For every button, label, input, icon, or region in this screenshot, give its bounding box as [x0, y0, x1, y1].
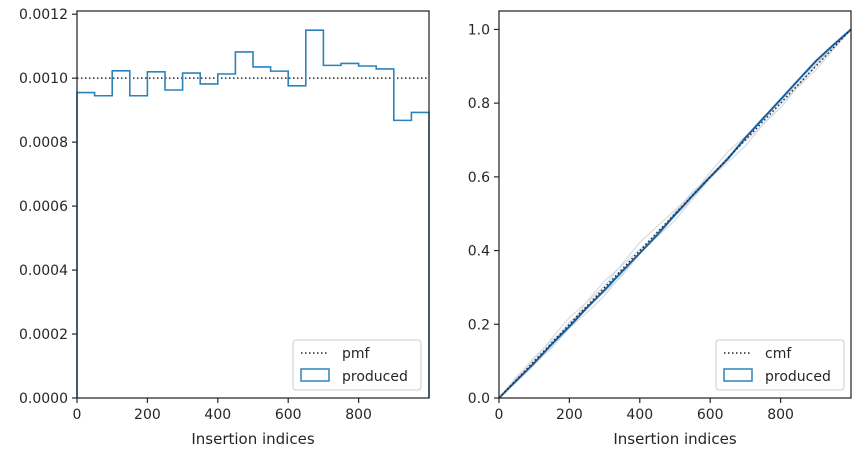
x-tick-label: 400 [204, 407, 231, 423]
x-tick-label: 0 [73, 407, 82, 423]
histogram-bin [253, 67, 271, 398]
legend-pmf-label: pmf [342, 346, 371, 362]
x-tick-label: 600 [275, 407, 302, 423]
x-tick-label: 200 [134, 407, 161, 423]
cdf-xlabel: Insertion indices [613, 430, 736, 448]
x-tick-label: 0 [495, 407, 504, 423]
y-tick-label: 0.0002 [19, 327, 68, 343]
histogram-plot-area [76, 29, 430, 398]
histogram-ticks: 0 200 400 600 800 0.0000 0.0002 0.0004 0.0006 0.0… [19, 7, 372, 423]
y-tick-label: 0.0004 [19, 263, 68, 279]
x-tick-label: 800 [345, 407, 372, 423]
y-tick-label: 0.0000 [19, 391, 68, 407]
histogram-bin [200, 84, 218, 398]
y-tick-label: 0.8 [468, 96, 490, 112]
sample-cdf-curve [498, 29, 852, 399]
histogram-bin [77, 93, 95, 398]
x-tick-label: 800 [767, 407, 794, 423]
cdf-legend: cmf produced [715, 339, 845, 391]
produced-cdf-core [498, 29, 852, 399]
histogram-bin [165, 90, 183, 398]
y-tick-label: 0.2 [468, 317, 490, 333]
histogram-bin [183, 73, 201, 398]
histogram-bin [95, 96, 113, 398]
histogram-bin [112, 71, 130, 398]
histogram-axes-frame [76, 10, 430, 399]
y-tick-label: 0.0008 [19, 135, 68, 151]
histogram-step-outline [76, 29, 430, 398]
y-tick-label: 1.0 [468, 22, 490, 38]
histogram-panel: 0 200 400 600 800 0.0000 0.0002 0.0004 0.0006 0.0… [19, 7, 430, 448]
legend-cmf-label: cmf [765, 346, 792, 362]
cdf-panel: 0 200 400 600 800 0.0 0.2 0.4 0.6 0.8 1.0 Insertio… [468, 10, 852, 448]
cdf-ticks: 0 200 400 600 800 0.0 0.2 0.4 0.6 0.8 1.0 [468, 22, 794, 423]
y-tick-label: 0.6 [468, 170, 490, 186]
legend-produced-swatch [300, 368, 330, 382]
histogram-xlabel: Insertion indices [191, 430, 314, 448]
histogram-bin [130, 96, 148, 398]
histogram-bin [271, 71, 289, 398]
y-tick-label: 0.0006 [19, 199, 68, 215]
x-tick-label: 400 [626, 407, 653, 423]
histogram-bin [235, 52, 253, 398]
legend-produced-swatch [723, 368, 753, 382]
x-tick-label: 200 [556, 407, 583, 423]
histogram-legend: pmf produced [292, 339, 422, 391]
legend-produced-label: produced [765, 369, 831, 385]
y-tick-label: 0.4 [468, 244, 490, 260]
histogram-bin [218, 74, 236, 398]
cdf-axes-frame [498, 10, 852, 399]
x-tick-label: 600 [697, 407, 724, 423]
histogram-bin [147, 72, 165, 398]
y-tick-label: 0.0010 [19, 71, 68, 87]
legend-produced-label: produced [342, 369, 408, 385]
cdf-plot-area [498, 28, 852, 399]
y-tick-label: 0.0012 [19, 7, 68, 23]
sample-cdf-curve [498, 29, 852, 399]
cmf-reference-line [498, 28, 852, 399]
y-tick-label: 0.0 [468, 391, 490, 407]
